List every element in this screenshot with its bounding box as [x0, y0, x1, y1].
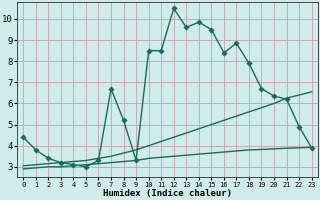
X-axis label: Humidex (Indice chaleur): Humidex (Indice chaleur)	[103, 189, 232, 198]
